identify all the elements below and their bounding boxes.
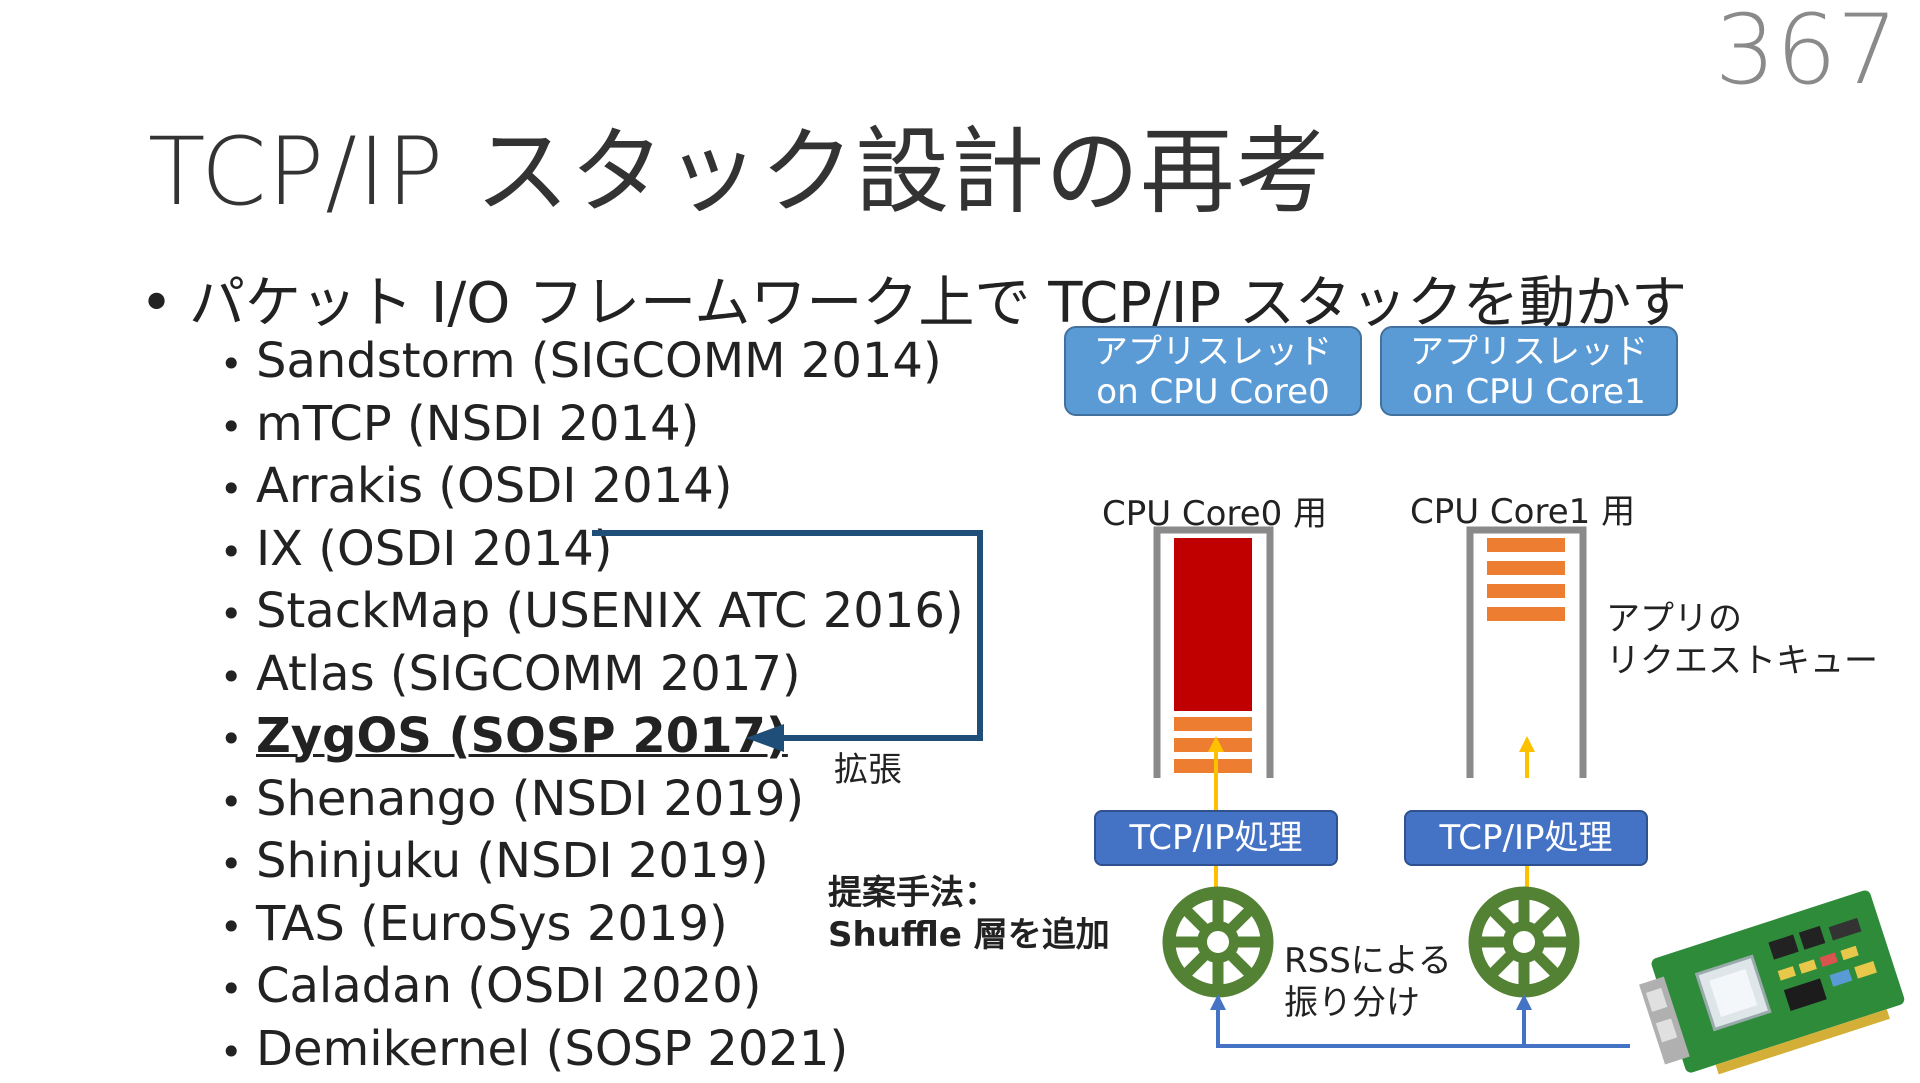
list-item: • Arrakis (OSDI 2014) bbox=[220, 458, 733, 514]
tcp-to-queue-arrows bbox=[1208, 736, 1535, 892]
list-item-text: TAS (EuroSys 2019) bbox=[256, 895, 728, 952]
list-item-text: Shinjuku (NSDI 2019) bbox=[256, 833, 769, 889]
proposal-line2: Shuffle 層を追加 bbox=[828, 915, 1110, 955]
rss-wheel-icon bbox=[1162, 886, 1274, 998]
extension-label: 拡張 bbox=[834, 750, 902, 790]
list-item-text: ZygOS (SOSP 2017) bbox=[256, 708, 788, 764]
queue-item bbox=[1487, 538, 1565, 552]
list-item: • Caladan (OSDI 2020) bbox=[220, 958, 762, 1014]
proposal-label: 提案手法： Shuffle 層を追加 bbox=[828, 872, 1110, 956]
nic-wires bbox=[1210, 994, 1630, 1048]
list-item-text: Demikernel (SOSP 2021) bbox=[256, 1020, 849, 1077]
core0-label: CPU Core0 用 bbox=[1102, 494, 1328, 534]
rss-note: RSSによる 振り分け bbox=[1284, 940, 1452, 1024]
list-item: • IX (OSDI 2014) bbox=[220, 520, 613, 577]
app-thread-core1: アプリスレッド on CPU Core1 bbox=[1380, 326, 1678, 416]
app-thread-core0: アプリスレッド on CPU Core0 bbox=[1064, 326, 1362, 416]
queue-note-line1: アプリの bbox=[1606, 599, 1742, 639]
page-number: 367 bbox=[1714, 0, 1898, 106]
list-item-text: IX (OSDI 2014) bbox=[256, 520, 613, 577]
list-item: • Atlas (SIGCOMM 2017) bbox=[220, 645, 801, 702]
list-item-text: Caladan (OSDI 2020) bbox=[256, 958, 762, 1014]
queue-note-line2: リクエストキュー bbox=[1606, 641, 1878, 681]
queue-core0 bbox=[1153, 526, 1274, 778]
system-list: • Sandstorm (SIGCOMM 2014) • mTCP (NSDI 20… bbox=[220, 330, 964, 1080]
list-item-text: mTCP (NSDI 2014) bbox=[256, 395, 700, 452]
page-title: TCP/IP スタック設計の再考 bbox=[148, 118, 1331, 227]
queue-item bbox=[1487, 607, 1565, 621]
list-item-text: Sandstorm (SIGCOMM 2014) bbox=[256, 333, 942, 389]
list-item: • StackMap (USENIX ATC 2016) bbox=[220, 583, 964, 639]
list-item: • Shinjuku (NSDI 2019) bbox=[220, 833, 769, 889]
rss-wheel-icon bbox=[1468, 886, 1580, 998]
list-item: • mTCP (NSDI 2014) bbox=[220, 395, 700, 452]
nic-card-icon bbox=[1639, 890, 1905, 1075]
queue-note: アプリの リクエストキュー bbox=[1606, 598, 1878, 682]
app-thread-line1: アプリスレッド bbox=[1410, 332, 1648, 372]
list-item: • Demikernel (SOSP 2021) bbox=[220, 1020, 849, 1077]
queue-item bbox=[1487, 561, 1565, 575]
list-item: • TAS (EuroSys 2019) bbox=[220, 895, 728, 952]
rss-note-line1: RSSによる bbox=[1284, 941, 1452, 981]
extension-arrow bbox=[592, 530, 983, 752]
list-item-text: Shenango (NSDI 2019) bbox=[256, 770, 805, 827]
proposal-line1: 提案手法： bbox=[828, 873, 998, 913]
main-bullet: • パケット I/O フレームワーク上で TCP/IP スタックを動かす bbox=[140, 271, 1687, 336]
list-item-text: StackMap (USENIX ATC 2016) bbox=[256, 583, 964, 639]
main-bullet-text: パケット I/O フレームワーク上で TCP/IP スタックを動かす bbox=[189, 271, 1687, 336]
core1-label: CPU Core1 用 bbox=[1410, 492, 1636, 532]
queue-fill-core0 bbox=[1174, 538, 1252, 711]
queue-core1 bbox=[1466, 526, 1587, 778]
app-thread-line2: on CPU Core0 bbox=[1096, 372, 1330, 412]
list-item: • Sandstorm (SIGCOMM 2014) bbox=[220, 333, 942, 389]
queue-item bbox=[1174, 759, 1252, 773]
list-item-text: Arrakis (OSDI 2014) bbox=[256, 458, 733, 514]
app-thread-line2: on CPU Core1 bbox=[1412, 372, 1646, 412]
app-thread-line1: アプリスレッド bbox=[1094, 332, 1332, 372]
queue-item bbox=[1174, 717, 1252, 731]
tcp-box-core1: TCP/IP処理 bbox=[1404, 810, 1648, 866]
rss-note-line2: 振り分け bbox=[1284, 983, 1420, 1023]
queue-item bbox=[1487, 584, 1565, 598]
tcp-box-core0: TCP/IP処理 bbox=[1094, 810, 1338, 866]
list-item: • Shenango (NSDI 2019) bbox=[220, 770, 805, 827]
list-item-text: Atlas (SIGCOMM 2017) bbox=[256, 645, 801, 702]
list-item-highlighted: • ZygOS (SOSP 2017) bbox=[220, 708, 788, 764]
